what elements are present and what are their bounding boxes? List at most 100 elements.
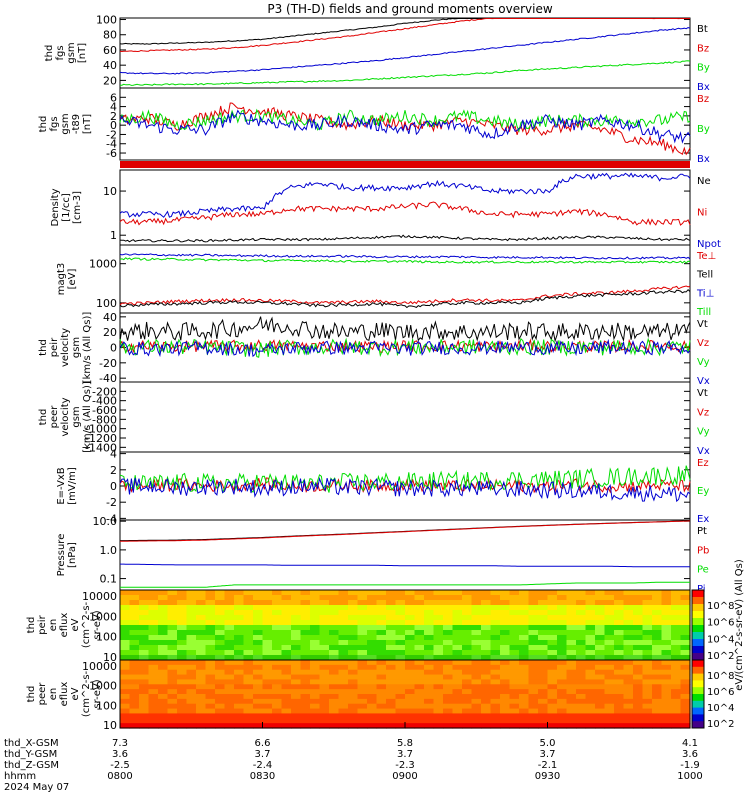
heatmap-cell [576, 655, 587, 661]
heatmap-cell [281, 669, 292, 676]
heatmap-cell [471, 655, 482, 661]
heatmap-cell [319, 664, 330, 671]
heatmap-cell [148, 630, 159, 636]
heatmap-cell [386, 660, 397, 666]
heatmap-cell [452, 703, 463, 710]
heatmap-cell [120, 679, 131, 685]
heatmap-cell [310, 615, 321, 621]
heatmap-cell [623, 635, 634, 641]
heatmap-cell [462, 600, 473, 606]
heatmap-cell [519, 630, 530, 636]
heatmap-cell [500, 625, 511, 631]
heatmap-cell [329, 669, 340, 676]
heatmap-cell [623, 590, 634, 596]
heatmap-cell [243, 610, 254, 616]
heatmap-cell [595, 708, 606, 715]
heatmap-cell [272, 674, 283, 681]
heatmap-cell [357, 723, 368, 729]
heatmap-cell [509, 713, 520, 719]
heatmap-cell [433, 650, 444, 656]
y-tick-label: 0 [110, 342, 117, 355]
heatmap-cell [262, 600, 273, 606]
heatmap-cell [148, 713, 159, 719]
heatmap-cell [500, 645, 511, 651]
heatmap-cell [186, 694, 197, 700]
heatmap-cell [158, 640, 169, 646]
heatmap-cell [158, 669, 169, 676]
heatmap-cell [414, 640, 425, 646]
heatmap-cell [528, 635, 539, 641]
heatmap-cell [186, 640, 197, 646]
heatmap-cell [528, 708, 539, 715]
heatmap-cell [452, 605, 463, 611]
heatmap-cell [623, 708, 634, 715]
heatmap-cell [120, 694, 131, 700]
heatmap-cell [595, 660, 606, 666]
heatmap-cell [414, 708, 425, 715]
heatmap-cell [585, 664, 596, 671]
heatmap-cell [528, 595, 539, 601]
heatmap-cell [395, 664, 406, 671]
heatmap-cell [319, 615, 330, 621]
heatmap-cell [329, 620, 340, 626]
heatmap-cell [300, 605, 311, 611]
heatmap-cell [139, 689, 150, 695]
heatmap-cell [215, 718, 226, 724]
colorbar-segment [692, 714, 704, 722]
heatmap-cell [433, 605, 444, 611]
heatmap-cell [595, 625, 606, 631]
heatmap-cell [576, 664, 587, 671]
heatmap-cell [680, 600, 691, 606]
y-axis-label: [nT] [77, 43, 88, 63]
legend-Bz: Bz [697, 94, 709, 105]
heatmap-cell [348, 595, 359, 601]
heatmap-cell [357, 713, 368, 719]
heatmap-cell [158, 664, 169, 671]
heatmap-cell [376, 694, 387, 700]
heatmap-cell [367, 590, 378, 596]
heatmap-cell [215, 660, 226, 666]
heatmap-cell [471, 590, 482, 596]
heatmap-cell [310, 669, 321, 676]
heatmap-cell [481, 664, 492, 671]
heatmap-cell [623, 630, 634, 636]
heatmap-cell [642, 640, 653, 646]
legend-Te⊥: Te⊥ [696, 251, 716, 262]
heatmap-cell [158, 703, 169, 710]
heatmap-cell [148, 664, 159, 671]
heatmap-cell [281, 630, 292, 636]
heatmap-cell [614, 650, 625, 656]
heatmap-cell [367, 703, 378, 710]
x-tick-label: -2.4 [253, 760, 273, 771]
heatmap-cell [348, 605, 359, 611]
heatmap-cell [661, 669, 672, 676]
y-axis-label: thd [26, 617, 37, 634]
panel-frame [119, 519, 691, 591]
heatmap-cell [481, 625, 492, 631]
heatmap-cell [281, 615, 292, 621]
heatmap-cell [357, 708, 368, 715]
heatmap-cell [357, 679, 368, 685]
heatmap-cell [148, 679, 159, 685]
heatmap-cell [300, 723, 311, 729]
heatmap-cell [281, 600, 292, 606]
heatmap-cell [367, 679, 378, 685]
heatmap-cell [120, 650, 131, 656]
heatmap-cell [243, 723, 254, 729]
heatmap-cell [443, 615, 454, 621]
heatmap-cell [433, 698, 444, 705]
heatmap-cell [177, 640, 188, 646]
heatmap-cell [215, 620, 226, 626]
heatmap-cell [452, 679, 463, 685]
heatmap-cell [129, 679, 140, 685]
heatmap-cell [376, 620, 387, 626]
heatmap-cell [186, 605, 197, 611]
heatmap-cell [129, 698, 140, 705]
heatmap-cell [604, 615, 615, 621]
heatmap-cell [291, 674, 302, 681]
heatmap-cell [652, 655, 663, 661]
heatmap-cell [604, 635, 615, 641]
heatmap-cell [158, 674, 169, 681]
heatmap-cell [262, 635, 273, 641]
series-line-Ni [119, 201, 691, 226]
